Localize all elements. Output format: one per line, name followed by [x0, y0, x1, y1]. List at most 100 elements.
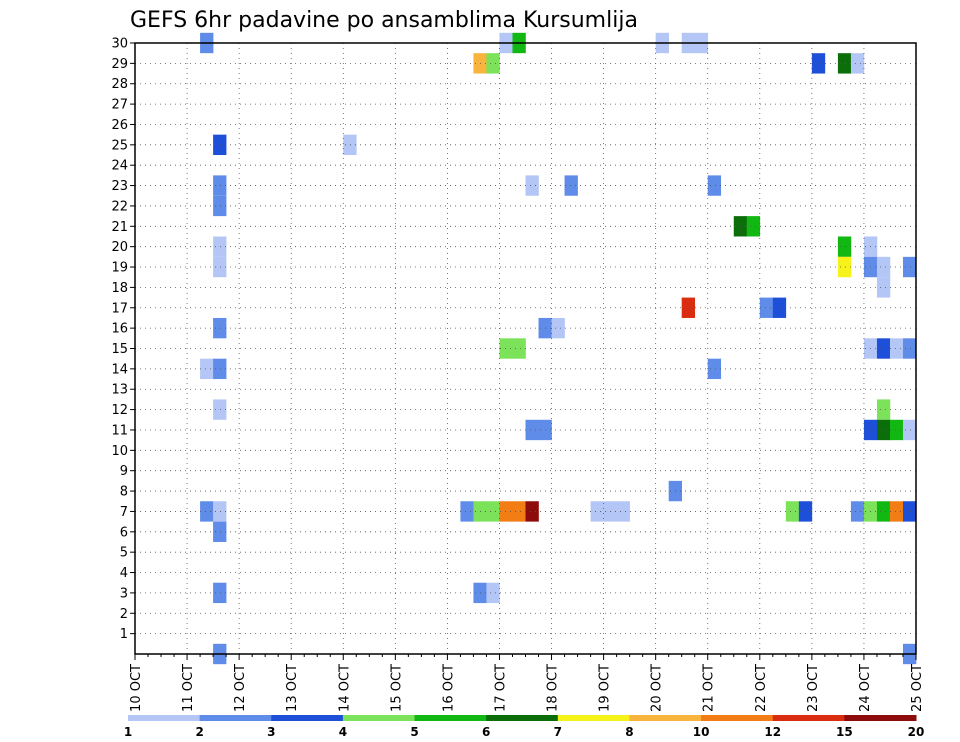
heatmap-cell	[707, 175, 722, 196]
y-tick-label: 4	[120, 566, 128, 581]
x-tick-label: 14 OCT	[337, 664, 352, 712]
heatmap-cells	[200, 32, 917, 665]
x-tick-label: 24 OCT	[858, 664, 873, 712]
heatmap-cell	[486, 53, 500, 74]
colorbar-label: 2	[195, 725, 203, 739]
heatmap-cell	[213, 236, 227, 257]
x-tick-label: 12 OCT	[233, 664, 248, 712]
heatmap-cell	[889, 501, 904, 522]
heatmap-cell	[343, 134, 357, 156]
heatmap-cell	[525, 419, 539, 441]
heatmap-cell	[902, 501, 917, 522]
y-tick-label: 12	[111, 403, 128, 418]
x-tick-label: 19 OCT	[598, 664, 613, 712]
heatmap-cell	[213, 195, 227, 217]
x-tick-label: 15 OCT	[389, 664, 404, 712]
y-tick-label: 14	[111, 362, 128, 377]
heatmap-cell	[616, 501, 630, 522]
heatmap-cell	[850, 53, 865, 74]
heatmap-cell	[213, 317, 227, 339]
y-tick-label: 11	[111, 423, 128, 438]
y-tick-label: 5	[120, 546, 128, 561]
colorbar-swatch	[701, 715, 774, 721]
x-tick-label: 18 OCT	[546, 664, 561, 712]
y-tick-label: 27	[111, 98, 128, 113]
colorbar-swatch	[342, 715, 416, 721]
heatmap-cell	[876, 277, 891, 298]
y-tick-label: 21	[111, 220, 128, 235]
x-tick-label: 16 OCT	[441, 664, 456, 712]
heatmap-cell	[811, 53, 826, 74]
y-tick-label: 15	[111, 342, 128, 357]
y-tick-label: 29	[111, 57, 128, 72]
heatmap-cell	[889, 419, 904, 441]
y-tick-label: 30	[111, 37, 128, 52]
heatmap-cell	[837, 53, 852, 74]
y-tick-label: 24	[111, 159, 128, 174]
x-tick-label: 23 OCT	[806, 664, 821, 712]
colorbar: 1 2 3 4 5 6 7 8 10 12 15 20	[124, 715, 925, 739]
grid-lines	[135, 42, 916, 654]
heatmap-cell	[876, 501, 891, 522]
heatmap-cell	[213, 358, 227, 380]
x-tick-label: 10 OCT	[129, 664, 144, 712]
colorbar-swatch	[557, 715, 630, 721]
x-tick-label: 11 OCT	[181, 664, 196, 712]
y-tick-label: 13	[111, 383, 128, 398]
heatmap-cell	[876, 399, 891, 420]
colorbar-label: 5	[410, 725, 418, 739]
heatmap-cell	[213, 399, 227, 420]
y-tick-label: 25	[111, 138, 128, 153]
heatmap-cell	[902, 419, 917, 441]
y-tick-label: 18	[111, 281, 128, 296]
x-tick-label: 13 OCT	[285, 664, 300, 712]
heatmap-cell	[564, 175, 578, 196]
x-tick-label: 20 OCT	[650, 664, 665, 712]
heatmap-cell	[876, 256, 891, 278]
chart-title: GEFS 6hr padavine po ansamblima Kursumli…	[130, 8, 638, 33]
colorbar-label: 7	[554, 725, 562, 739]
y-tick-label: 19	[111, 261, 128, 276]
heatmap-cell	[525, 175, 539, 196]
heatmap-cell	[525, 501, 539, 522]
colorbar-label: 15	[836, 725, 853, 739]
heatmap-cell	[889, 338, 904, 359]
colorbar-label: 3	[267, 725, 275, 739]
x-tick-label: 25 OCT	[910, 664, 925, 712]
colorbar-swatch	[772, 715, 845, 721]
y-tick-label: 17	[111, 301, 128, 316]
x-tick-label: 17 OCT	[493, 664, 508, 712]
y-tick-label: 1	[120, 627, 128, 642]
y-tick-label: 10	[111, 444, 128, 459]
heatmap-cell	[746, 216, 761, 237]
y-tick-label: 8	[120, 485, 128, 500]
colorbar-label: 20	[908, 725, 925, 739]
y-tick-label: 23	[111, 179, 128, 194]
heatmap-cell	[213, 256, 227, 278]
heatmap-cell	[876, 338, 891, 359]
heatmap-cell	[837, 256, 852, 278]
heatmap-cell	[902, 256, 917, 278]
heatmap-cell	[213, 521, 227, 542]
heatmap-cell	[499, 338, 513, 359]
y-tick-label: 6	[120, 525, 128, 540]
colorbar-swatch	[414, 715, 487, 721]
heatmap-cell	[551, 317, 565, 339]
y-tick-label: 26	[111, 118, 128, 133]
x-tick-label: 21 OCT	[702, 664, 717, 712]
heatmap-cell	[902, 338, 917, 359]
heatmap-cell	[200, 358, 214, 380]
heatmap-cell	[213, 134, 227, 156]
colorbar-label: 6	[482, 725, 490, 739]
y-tick-label: 16	[111, 322, 128, 337]
heatmap-cell	[785, 501, 800, 522]
y-tick-label: 3	[120, 586, 128, 601]
heatmap-cell	[759, 297, 774, 318]
heatmap-cell	[213, 501, 227, 522]
heatmap-cell	[460, 501, 474, 522]
colorbar-swatch	[271, 715, 344, 721]
y-tick-label: 9	[120, 464, 128, 479]
heatmap-cell	[876, 419, 891, 441]
x-tick-label: 22 OCT	[754, 664, 769, 712]
